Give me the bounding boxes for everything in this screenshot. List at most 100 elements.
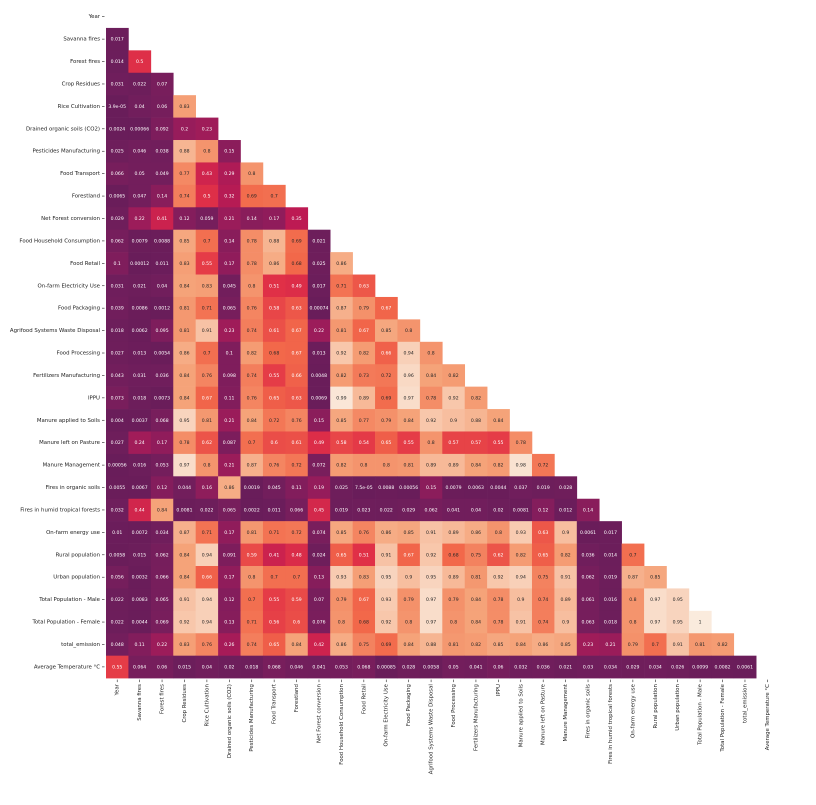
heatmap-cell <box>128 386 152 410</box>
cell-value: 0.7 <box>270 194 277 200</box>
cell-value: 0.015 <box>178 664 191 670</box>
heatmap-cell <box>487 588 510 612</box>
heatmap-cell <box>195 431 219 455</box>
cell-value: 0.95 <box>673 597 683 603</box>
cell-value: 0.67 <box>291 328 301 334</box>
heatmap-cell <box>150 610 174 634</box>
heatmap-cell <box>307 409 331 432</box>
heatmap-cell <box>173 229 196 253</box>
heatmap-cell <box>307 543 331 567</box>
heatmap-cell <box>397 588 421 612</box>
heatmap-cell <box>397 453 421 477</box>
heatmap-cell <box>262 409 286 432</box>
heatmap-cell <box>195 341 219 365</box>
cell-value: 0.087 <box>223 440 236 446</box>
cell-value: 0.93 <box>381 597 391 603</box>
heatmap-cell <box>487 453 510 477</box>
cell-value: 0.2 <box>181 126 188 132</box>
heatmap-cell <box>644 655 667 679</box>
heatmap-cell <box>576 633 600 656</box>
cell-value: 0.0044 <box>132 620 148 626</box>
cell-value: 0.7 <box>248 597 255 603</box>
heatmap-cell <box>106 386 129 410</box>
column-label: On-farm Electricity Use <box>384 683 390 746</box>
cell-value: 0.013 <box>312 351 325 357</box>
column-label: Food Processing <box>451 684 457 727</box>
heatmap-cell <box>195 207 219 230</box>
heatmap-cell <box>195 498 219 522</box>
cell-value: 0.023 <box>357 507 370 513</box>
row-label: Fires in organic soils <box>46 485 101 491</box>
cell-value: 0.58 <box>269 306 279 312</box>
cell-value: 0.81 <box>179 306 189 312</box>
cell-value: 0.59 <box>291 597 301 603</box>
cell-value: 0.17 <box>224 530 234 536</box>
heatmap-cell <box>352 543 376 567</box>
cell-value: 0.66 <box>381 351 391 357</box>
cell-value: 0.034 <box>649 664 662 670</box>
heatmap-cell <box>330 341 353 365</box>
heatmap-cell <box>375 364 398 387</box>
cell-value: 0.04 <box>135 104 145 110</box>
cell-value: 0.67 <box>404 552 414 558</box>
heatmap-cell <box>173 543 196 567</box>
cell-value: 0.21 <box>605 642 615 648</box>
cell-value: 0.7 <box>293 575 300 581</box>
heatmap-cell <box>285 521 309 544</box>
heatmap-cell <box>531 588 555 612</box>
heatmap-cell <box>397 476 421 500</box>
cell-value: 0.79 <box>448 597 458 603</box>
cell-value: 0.82 <box>493 463 503 469</box>
cell-value: 0.89 <box>448 575 458 581</box>
cell-value: 0.053 <box>155 463 168 469</box>
cell-value: 0.024 <box>312 552 325 558</box>
cell-value: 0.025 <box>312 261 325 267</box>
cell-value: 0.068 <box>268 664 281 670</box>
heatmap-cell <box>307 274 331 298</box>
cell-value: 0.0019 <box>244 485 260 491</box>
column-label: Urban population <box>675 684 681 731</box>
cell-value: 0.0079 <box>445 485 461 491</box>
cell-value: 0.13 <box>314 575 324 581</box>
cell-value: 0.068 <box>357 664 370 670</box>
cell-value: 0.074 <box>312 530 325 536</box>
heatmap-cell <box>307 364 331 387</box>
heatmap-cell <box>128 140 152 163</box>
cell-value: 0.84 <box>179 395 189 401</box>
heatmap-cell <box>464 431 488 455</box>
cell-value: 0.62 <box>202 440 212 446</box>
heatmap-cell <box>464 498 488 522</box>
heatmap-cell <box>240 543 264 567</box>
heatmap-cell <box>285 431 309 455</box>
heatmap-cell <box>307 229 331 253</box>
cell-value: 0.12 <box>538 507 548 513</box>
cell-value: 0.82 <box>448 373 458 379</box>
heatmap-cell <box>218 296 241 320</box>
heatmap-cell <box>262 319 286 343</box>
heatmap-cell <box>218 386 241 410</box>
cell-value: 0.041 <box>469 664 482 670</box>
cell-value: 0.8 <box>248 171 255 177</box>
heatmap-cell <box>150 117 174 141</box>
heatmap-cell <box>285 252 309 275</box>
cell-value: 0.7 <box>248 440 255 446</box>
cell-value: 0.84 <box>471 597 481 603</box>
heatmap-cell <box>128 252 152 275</box>
heatmap-cell <box>307 296 331 320</box>
heatmap-cell <box>509 655 533 679</box>
heatmap-cell <box>375 633 398 656</box>
heatmap-cell <box>442 543 466 567</box>
heatmap-cell <box>330 588 353 612</box>
heatmap-cell <box>509 588 533 612</box>
heatmap-cell <box>307 588 331 612</box>
heatmap-cell <box>150 588 174 612</box>
heatmap-cell <box>599 543 622 567</box>
heatmap-cell <box>397 364 421 387</box>
heatmap-cell <box>240 386 264 410</box>
heatmap-cell <box>576 610 600 634</box>
heatmap-cell <box>240 431 264 455</box>
cell-value: 0.021 <box>312 238 325 244</box>
cell-value: 0.84 <box>157 507 167 513</box>
cell-value: 0.062 <box>155 552 168 558</box>
column-label: Total Population - Male <box>698 683 704 745</box>
